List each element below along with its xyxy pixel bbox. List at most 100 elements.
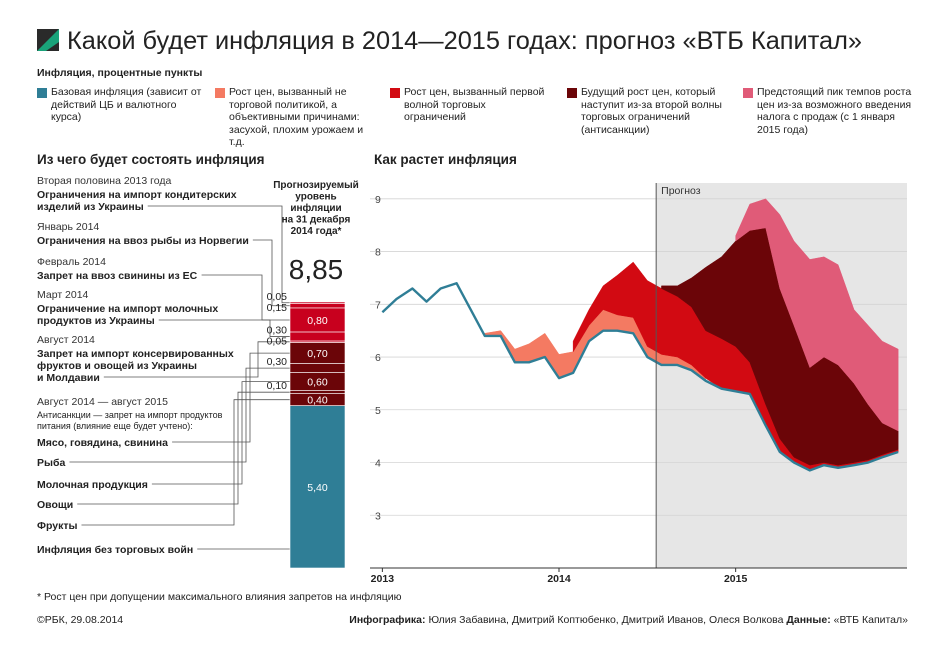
item-text: изделий из Украины [37, 201, 144, 213]
item-text: продуктов из Украины [37, 315, 155, 327]
legend-label: Рост цен, вызванный не торговой политико… [229, 86, 364, 148]
source-label: Данные: [786, 614, 830, 626]
line [381, 282, 899, 472]
segment-label: 0,80 [307, 315, 328, 327]
item-text: Мясо, говядина, свинина [37, 437, 168, 449]
item-text: Ограничения на импорт кондитерских [37, 189, 237, 201]
y-tick-label: 3 [375, 510, 381, 522]
legend-swatch [215, 88, 225, 98]
logo [37, 29, 59, 51]
segment-label: 5,40 [307, 482, 328, 494]
credits-label: Инфографика: [349, 614, 425, 626]
x-tick-label: 2013 [371, 573, 395, 585]
connector [158, 319, 290, 337]
item-date: Январь 2014 [37, 221, 99, 233]
forecast-label: уровень [295, 192, 336, 203]
connectors [69, 205, 290, 550]
connector [81, 399, 290, 526]
item-text: Ограничения на ввоз рыбы из Норвегии [37, 235, 249, 247]
footnote: * Рост цен при допущении максимального в… [37, 591, 402, 603]
bar-segment [289, 303, 346, 309]
connector [201, 274, 290, 321]
legend-item: Предстоящий пик темпов роста цен из-за в… [743, 86, 913, 136]
segment-label: 0,05 [267, 336, 288, 348]
subtitle: Инфляция, процентные пункты [37, 67, 202, 79]
segment-label: 0,05 [267, 291, 288, 303]
copyright: ©РБК, 29.08.2014 [37, 614, 123, 626]
item-text: Рыба [37, 457, 65, 469]
area-band [735, 198, 899, 432]
connector [69, 367, 290, 463]
legend-item: Рост цен, вызванный не торговой политико… [215, 86, 375, 149]
chart-title: Как растет инфляция [374, 152, 517, 167]
item-date: Март 2014 [37, 289, 89, 301]
item-text: Ограничение на импорт молочных [37, 303, 218, 315]
forecast-label: Прогнозируемый [273, 180, 359, 191]
legend-swatch [37, 88, 47, 98]
connector [103, 341, 290, 378]
connector [172, 352, 290, 443]
bar-segment [289, 390, 346, 394]
forecast-label: инфляции [290, 202, 341, 214]
legend-label: Базовая инфляция (зависит от действий ЦБ… [51, 86, 202, 123]
logo-mark [37, 29, 59, 51]
areas [484, 198, 899, 471]
bar-segment [289, 405, 346, 569]
forecast-label: 2014 года* [291, 226, 342, 237]
y-tick-label: 7 [375, 299, 381, 311]
y-tick-label: 5 [375, 405, 381, 417]
item-text: Молочная продукция [37, 479, 148, 491]
connector [77, 391, 290, 505]
legend-label: Будущий рост цен, который наступит из-за… [581, 86, 722, 136]
item-text: и Молдавии [37, 372, 100, 384]
segment-label: 0,60 [307, 377, 328, 389]
segment-label: 0,10 [267, 380, 288, 392]
segment-label: 0,40 [307, 395, 328, 407]
bar-segment [289, 307, 346, 333]
title: Какой будет инфляция в 2014—2015 годах: … [67, 27, 862, 55]
legend-swatch [743, 88, 753, 98]
item-text: Инфляция без торговых войн [37, 544, 193, 556]
item-text: фруктов и овощей из Украины [37, 360, 197, 372]
item-text: Фрукты [37, 520, 77, 532]
x-tick-label: 2015 [724, 573, 748, 585]
segment-label: 0,30 [267, 356, 288, 368]
bar-segment [289, 363, 346, 373]
segment-label: 0,30 [267, 325, 288, 337]
y-tick-label: 6 [375, 352, 381, 364]
legend-item: Рост цен, вызванный первой волной торгов… [390, 86, 550, 124]
connector [252, 239, 290, 307]
credits-names: Юлия Забавина, Дмитрий Коптюбенко, Дмитр… [428, 614, 783, 626]
legend-label: Рост цен, вызванный первой волной торгов… [404, 86, 545, 123]
connector [151, 381, 290, 485]
legend-item: Будущий рост цен, который наступит из-за… [567, 86, 727, 136]
connector [147, 205, 290, 304]
legend-label: Предстоящий пик темпов роста цен из-за в… [757, 86, 912, 136]
credits: Инфографика: Юлия Забавина, Дмитрий Копт… [349, 614, 908, 626]
item-text: Овощи [37, 499, 73, 511]
item-date: Вторая половина 2013 года [37, 175, 171, 187]
forecast-label: на 31 декабря [282, 214, 351, 226]
y-tick-label: 4 [375, 458, 381, 470]
legend-swatch [567, 88, 577, 98]
annotation: Прогноз [661, 185, 701, 197]
group-text: питания (влияние еще будет учтено): [37, 421, 193, 431]
legend-item: Базовая инфляция (зависит от действий ЦБ… [37, 86, 202, 124]
legend-swatch [390, 88, 400, 98]
group-text: Антисанкции — запрет на импорт продуктов [37, 410, 223, 420]
bar-segment [289, 331, 346, 342]
item-date: Август 2014 [37, 334, 95, 346]
segment-label: 0,70 [307, 348, 328, 360]
source-name: «ВТБ Капитал» [834, 614, 909, 626]
item-text: Запрет на ввоз свинины из ЕС [37, 270, 198, 282]
item-text: Запрет на импорт консервированных [37, 348, 234, 360]
y-tick-label: 8 [375, 247, 381, 259]
y-tick-label: 9 [375, 194, 381, 206]
segment-label: 0,15 [267, 302, 288, 314]
total-value: 8,85 [289, 254, 344, 285]
x-tick-label: 2014 [547, 573, 571, 585]
item-date: Февраль 2014 [37, 256, 106, 268]
group-date: Август 2014 — август 2015 [37, 396, 168, 408]
